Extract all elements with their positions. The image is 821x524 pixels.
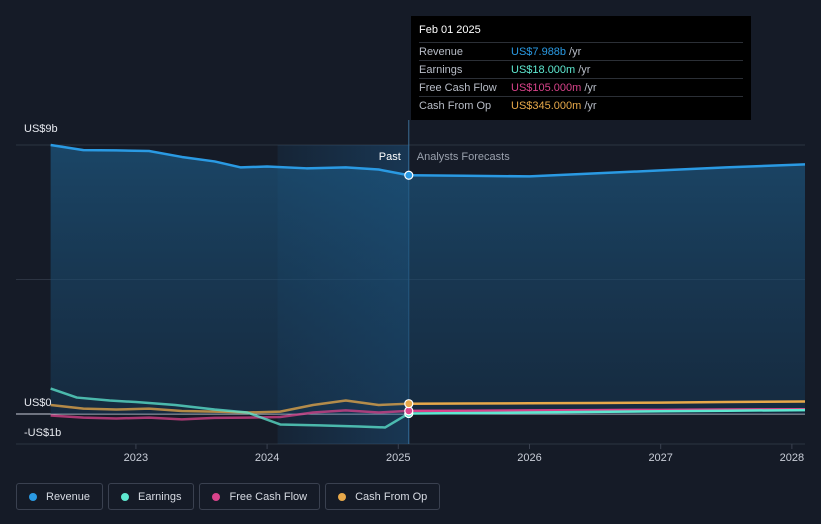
legend-dot-icon — [29, 492, 37, 501]
revenue-area-fill — [50, 145, 806, 414]
earnings-forecast-line — [408, 408, 806, 415]
y-label-bottom: -US$1b — [24, 427, 61, 439]
x-tick-2023: 2023 — [124, 452, 148, 464]
tooltip-row-revenue: Revenue US$7.988b/yr — [419, 42, 743, 60]
cash-from-op-marker — [404, 399, 414, 409]
legend-label: Cash From Op — [355, 490, 428, 503]
legend-label: Revenue — [46, 490, 91, 503]
tooltip: Feb 01 2025 Revenue US$7.988b/yr Earnings U… — [411, 16, 751, 120]
tooltip-row-value: US$105.000m — [511, 81, 582, 94]
y-label-zero: US$0 — [24, 397, 52, 409]
tooltip-row-earnings: Earnings US$18.000m/yr — [419, 60, 743, 78]
tooltip-row-unit: /yr — [584, 99, 597, 112]
x-tick-2024: 2024 — [255, 452, 279, 464]
revenue-past-line — [50, 143, 410, 177]
tooltip-row-value: US$345.000m — [511, 99, 582, 112]
legend-item-earnings[interactable]: Earnings — [108, 483, 195, 510]
tooltip-row-free-cash-flow: Free Cash Flow US$105.000m/yr — [419, 78, 743, 96]
x-tick-2027: 2027 — [648, 452, 672, 464]
legend-label: Earnings — [138, 490, 182, 503]
tooltip-row-value: US$18.000m — [511, 63, 576, 76]
tooltip-row-label: Free Cash Flow — [419, 81, 497, 94]
tooltip-row-label: Cash From Op — [419, 99, 492, 112]
revenue-area — [50, 145, 806, 414]
past-label: Past — [379, 151, 401, 163]
earnings-past-line — [50, 387, 410, 429]
tooltip-row-unit: /yr — [578, 63, 591, 76]
revenue-marker — [404, 170, 414, 180]
legend-dot-icon — [212, 492, 221, 501]
legend-item-cash-from-op[interactable]: Cash From Op — [325, 483, 441, 510]
tooltip-row-label: Revenue — [419, 45, 464, 58]
tooltip-row-cash-from-op: Cash From Op US$345.000m/yr — [419, 96, 743, 114]
legend-label: Free Cash Flow — [229, 490, 308, 503]
tooltip-row-unit: /yr — [569, 45, 582, 58]
x-tick-2026: 2026 — [517, 452, 541, 464]
current-markers — [404, 170, 414, 419]
legend-dot-icon — [338, 492, 347, 501]
series-lines — [50, 143, 806, 429]
forecast-label: Analysts Forecasts — [417, 151, 510, 163]
legend-item-free-cash-flow[interactable]: Free Cash Flow — [199, 483, 321, 510]
x-tick-2028: 2028 — [780, 452, 804, 464]
legend-dot-icon — [121, 492, 130, 501]
free-cash-flow-past-line — [50, 409, 409, 421]
cash-from-op-forecast-line — [408, 400, 806, 405]
legend: Revenue Earnings Free Cash Flow Cash From O… — [16, 483, 441, 510]
tooltip-date: Feb 01 2025 — [419, 24, 481, 36]
y-label-top: US$9b — [24, 123, 58, 135]
tooltip-row-label: Earnings — [419, 63, 463, 76]
x-tick-2025: 2025 — [386, 452, 410, 464]
tooltip-row-value: US$7.988b — [511, 45, 567, 58]
revenue-forecast-line — [408, 163, 806, 178]
tooltip-row-unit: /yr — [584, 81, 597, 94]
legend-item-revenue[interactable]: Revenue — [16, 483, 104, 510]
axis-labels: US$9b US$0 -US$1b 2023 2024 2025 2026 2027 2028 P… — [24, 123, 804, 464]
